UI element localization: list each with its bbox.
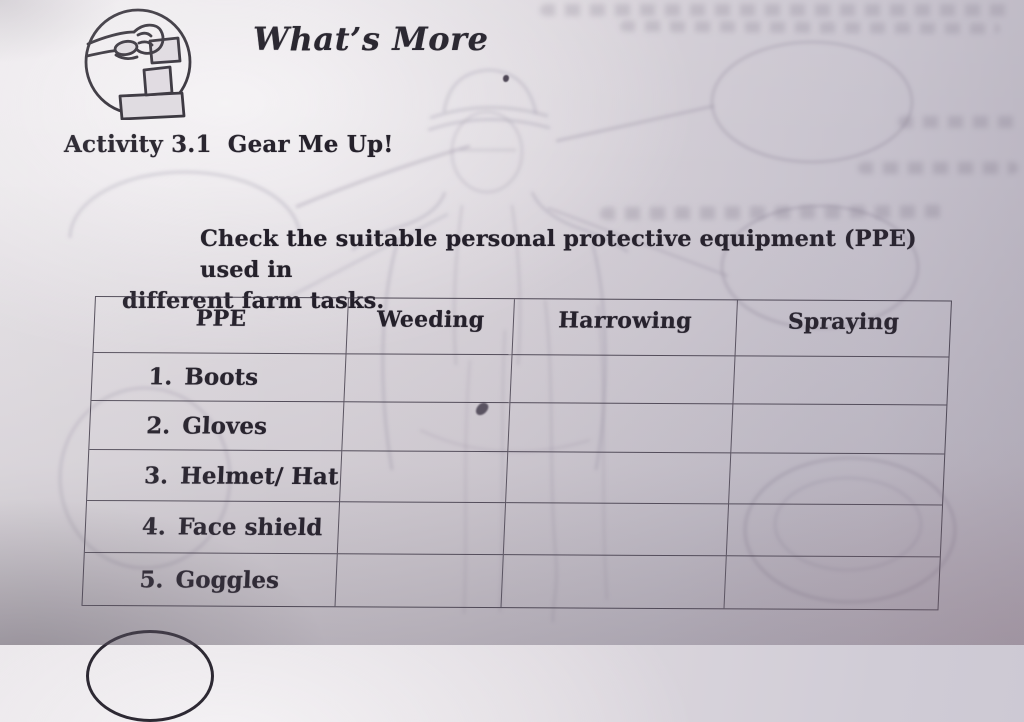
partial-circle-icon: [86, 630, 214, 722]
ghost-oval-top-right: [710, 40, 914, 164]
ghost-circle-left: [58, 386, 232, 570]
section-title: What’s More: [253, 20, 489, 58]
row-label-boots: 1. Boots: [91, 352, 347, 403]
ghost-oval-left-top: [68, 170, 302, 239]
bleed-text-smudge: [858, 162, 1018, 174]
bleed-through-ghost-drawing: [58, 40, 957, 623]
ghost-oval-right-mid: [720, 204, 920, 330]
answer-cell-face-shield-weeding[interactable]: [337, 502, 507, 556]
instruction-line-1: Check the suitable personal protective e…: [200, 226, 917, 283]
row-label-gloves: 2. Gloves: [89, 400, 345, 452]
ghost-oval-right-bottom-inner: [773, 476, 923, 572]
answer-cell-face-shield-spraying[interactable]: [726, 504, 943, 558]
instruction-text: Check the suitable personal protective e…: [122, 224, 972, 317]
answer-cell-boots-spraying[interactable]: [733, 356, 949, 406]
answer-cell-gloves-harrowing[interactable]: [508, 403, 734, 454]
col-header-ppe: PPE: [93, 297, 349, 355]
row-label-goggles: 5. Goggles: [82, 552, 338, 607]
row-number: 2.: [145, 411, 171, 439]
answer-cell-goggles-spraying[interactable]: [725, 556, 940, 609]
row-text: Boots: [183, 363, 259, 391]
answer-cell-helmet-weeding[interactable]: [340, 451, 509, 504]
row-text: Goggles: [175, 565, 280, 594]
row-text: Face shield: [177, 513, 324, 542]
col-header-harrowing: Harrowing: [512, 299, 738, 357]
answer-cell-helmet-harrowing[interactable]: [506, 452, 732, 505]
answer-cell-helmet-spraying[interactable]: [729, 453, 945, 506]
col-header-weeding: Weeding: [346, 298, 515, 356]
row-label-helmet-hat: 3. Helmet/ Hat: [87, 449, 343, 503]
col-header-spraying: Spraying: [735, 300, 951, 358]
ink-speck: [503, 75, 509, 82]
instruction-line-2: different farm tasks.: [122, 288, 385, 314]
row-label-face-shield: 4. Face shield: [84, 500, 341, 555]
row-number: 5.: [139, 565, 165, 593]
activity-name: Gear Me Up!: [227, 131, 394, 158]
bleed-text-smudge: [540, 4, 1010, 16]
activity-number: Activity 3.1: [64, 131, 212, 158]
row-number: 3.: [143, 461, 169, 489]
activity-heading: Activity 3.1 Gear Me Up!: [64, 131, 394, 158]
answer-cell-goggles-weeding[interactable]: [335, 554, 504, 608]
ppe-table: PPE Weeding Harrowing Spraying 1. Boots …: [81, 296, 952, 611]
bleed-text-smudge: [898, 116, 1020, 128]
ghost-oval-right-bottom: [743, 456, 957, 604]
bleed-text-smudge: [599, 204, 951, 221]
answer-cell-boots-weeding[interactable]: [344, 354, 513, 404]
hand-stacking-blocks-icon: [84, 8, 192, 120]
answer-cell-face-shield-harrowing[interactable]: [503, 503, 730, 557]
ghost-farmer-figure: [351, 68, 629, 623]
answer-cell-gloves-spraying[interactable]: [731, 404, 947, 455]
answer-cell-goggles-harrowing[interactable]: [501, 555, 727, 609]
answer-cell-boots-harrowing[interactable]: [510, 355, 736, 405]
row-number: 1.: [147, 363, 174, 391]
row-number: 4.: [141, 513, 167, 541]
row-text: Helmet/ Hat: [179, 461, 340, 490]
row-text: Gloves: [181, 411, 268, 440]
